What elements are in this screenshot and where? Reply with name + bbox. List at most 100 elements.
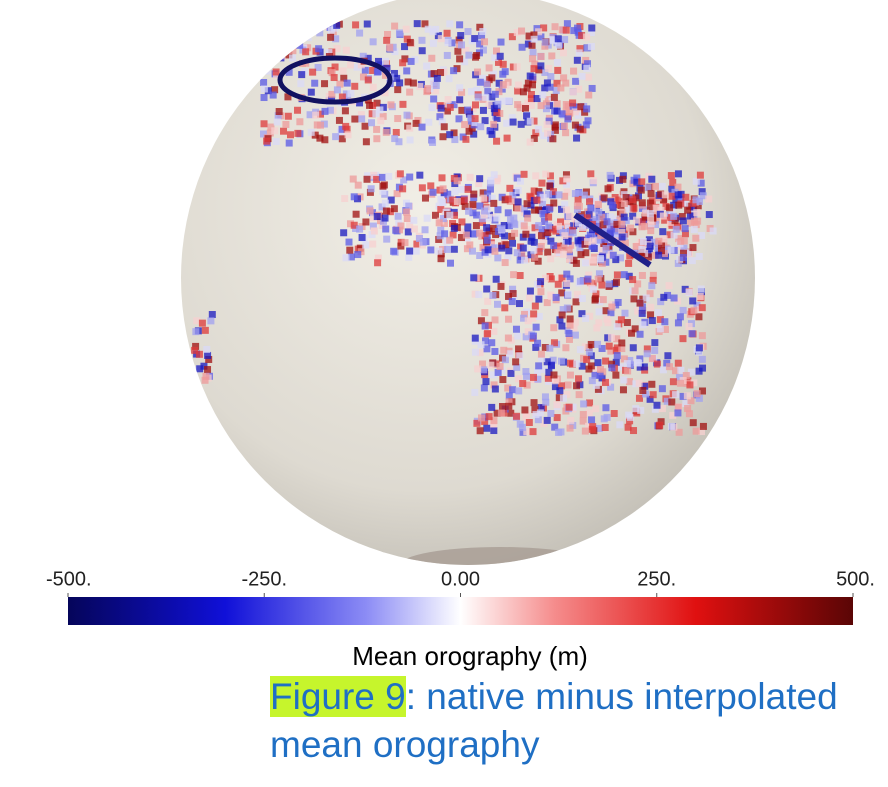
orography-cell bbox=[491, 248, 498, 255]
orography-cell bbox=[377, 117, 384, 124]
orography-cell bbox=[463, 232, 470, 239]
orography-cell bbox=[394, 115, 401, 122]
orography-cell bbox=[655, 238, 662, 245]
orography-cell bbox=[639, 321, 646, 328]
orography-cell bbox=[667, 247, 674, 254]
orography-cell bbox=[440, 185, 447, 192]
orography-cell bbox=[403, 67, 410, 74]
orography-cell bbox=[305, 34, 312, 41]
orography-cell bbox=[465, 208, 472, 215]
orography-cell bbox=[419, 184, 426, 191]
orography-cell bbox=[300, 28, 307, 35]
colorbar-ticks: -500.-250.0.00250.500. bbox=[46, 568, 875, 597]
orography-cell bbox=[346, 247, 353, 254]
orography-cell bbox=[439, 174, 446, 181]
orography-cell bbox=[590, 177, 597, 184]
orography-cell bbox=[664, 352, 671, 359]
orography-cell bbox=[288, 32, 295, 39]
orography-cell bbox=[583, 356, 590, 363]
orography-cell bbox=[538, 53, 545, 60]
orography-cell bbox=[614, 323, 621, 330]
orography-cell bbox=[649, 317, 656, 324]
orography-cell bbox=[478, 414, 485, 421]
orography-cell bbox=[600, 296, 607, 303]
orography-cell bbox=[404, 112, 411, 119]
orography-cell bbox=[298, 71, 305, 78]
orography-cell bbox=[660, 366, 667, 373]
orography-cell bbox=[502, 259, 509, 266]
orography-cell bbox=[586, 198, 593, 205]
orography-cell bbox=[196, 365, 203, 372]
orography-cell bbox=[507, 370, 514, 377]
orography-cell bbox=[588, 341, 595, 348]
orography-cell bbox=[577, 251, 584, 258]
orography-cell bbox=[552, 23, 559, 30]
orography-cell bbox=[668, 398, 675, 405]
orography-cell bbox=[546, 345, 553, 352]
orography-cell bbox=[262, 46, 269, 53]
orography-cell bbox=[199, 320, 206, 327]
orography-cell bbox=[419, 47, 426, 54]
orography-cell bbox=[570, 230, 577, 237]
orography-cell bbox=[689, 257, 696, 264]
orography-cell bbox=[647, 217, 654, 224]
orography-cell bbox=[286, 140, 293, 147]
orography-cell bbox=[456, 96, 463, 103]
orography-cell bbox=[597, 366, 604, 373]
orography-cell bbox=[287, 131, 294, 138]
orography-cell bbox=[545, 214, 552, 221]
orography-cell bbox=[534, 340, 541, 347]
orography-cell bbox=[689, 297, 696, 304]
orography-cell bbox=[345, 131, 352, 138]
orography-cell bbox=[372, 110, 379, 117]
orography-cell bbox=[638, 187, 645, 194]
orography-cell bbox=[592, 295, 599, 302]
orography-cell bbox=[602, 358, 609, 365]
orography-cell bbox=[641, 223, 648, 230]
orography-cell bbox=[531, 399, 538, 406]
orography-cell bbox=[604, 414, 611, 421]
orography-cell bbox=[562, 344, 569, 351]
orography-cell bbox=[458, 41, 465, 48]
orography-cell bbox=[289, 47, 296, 54]
orography-cell bbox=[538, 351, 545, 358]
orography-cell bbox=[621, 214, 628, 221]
orography-cell bbox=[472, 349, 479, 356]
orography-cell bbox=[537, 278, 544, 285]
orography-cell bbox=[505, 335, 512, 342]
orography-cell bbox=[525, 317, 532, 324]
orography-cell bbox=[590, 257, 597, 264]
orography-cell bbox=[340, 67, 347, 74]
orography-cell bbox=[481, 309, 488, 316]
orography-cell bbox=[456, 55, 463, 62]
orography-cell bbox=[373, 135, 380, 142]
orography-cell bbox=[535, 296, 542, 303]
orography-cell bbox=[485, 246, 492, 253]
orography-cell bbox=[480, 366, 487, 373]
orography-cell bbox=[473, 52, 480, 59]
orography-cell bbox=[266, 45, 273, 52]
orography-cell bbox=[628, 330, 635, 337]
orography-cell bbox=[289, 55, 296, 62]
orography-cell bbox=[483, 81, 490, 88]
orography-cell bbox=[630, 205, 637, 212]
orography-cell bbox=[662, 191, 669, 198]
orography-cell bbox=[505, 316, 512, 323]
orography-cell bbox=[327, 34, 334, 41]
orography-cell bbox=[405, 228, 412, 235]
orography-cell bbox=[680, 217, 687, 224]
orography-cell bbox=[406, 174, 413, 181]
orography-cell bbox=[424, 85, 431, 92]
orography-cell bbox=[336, 117, 343, 124]
orography-cell bbox=[682, 225, 689, 232]
colorbar bbox=[68, 597, 853, 625]
orography-cell bbox=[544, 121, 551, 128]
orography-cell bbox=[573, 298, 580, 305]
orography-cell bbox=[558, 323, 565, 330]
orography-cell bbox=[275, 31, 282, 38]
orography-cell bbox=[518, 28, 525, 35]
orography-cell bbox=[471, 389, 478, 396]
orography-cell bbox=[555, 281, 562, 288]
orography-cell bbox=[362, 242, 369, 249]
orography-cell bbox=[423, 63, 430, 70]
